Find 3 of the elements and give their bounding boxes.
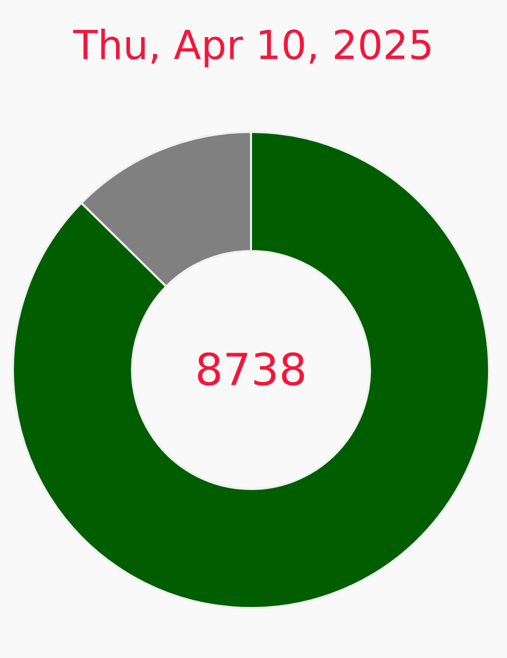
donut-slice (12, 131, 490, 609)
chart-title: Thu, Apr 10, 2025 (72, 23, 434, 69)
text: 8738 (195, 345, 307, 396)
